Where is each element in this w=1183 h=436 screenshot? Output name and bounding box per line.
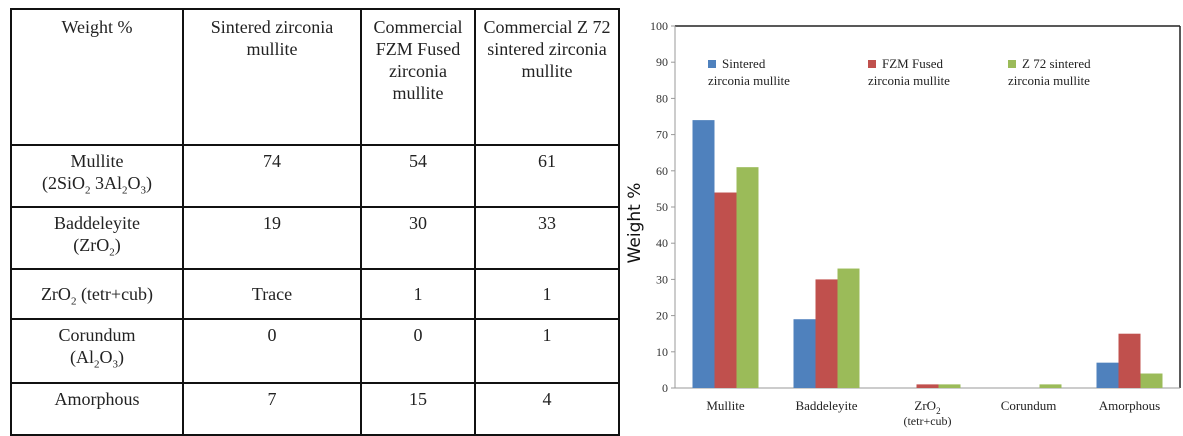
- row-phase-cell: Mullite (2SiO2 3Al2O3): [10, 144, 184, 208]
- bar-2-2: [815, 279, 838, 388]
- phase-name: Corundum: [58, 325, 136, 345]
- y-tick-label: 0: [662, 381, 668, 395]
- legend-label-3: Z 72 sintered: [1022, 56, 1091, 71]
- x-tick-label: Baddeleyite: [795, 398, 857, 413]
- legend-swatch-2: [868, 60, 876, 68]
- phase-name: Mullite: [70, 151, 124, 171]
- legend-label-1-line2: zirconia mullite: [708, 73, 790, 88]
- value-cell: 1: [474, 268, 620, 320]
- value-cell: Trace: [182, 268, 362, 320]
- y-tick-label: 30: [656, 272, 668, 286]
- y-tick-label: 40: [656, 236, 668, 250]
- value-cell: 0: [360, 318, 476, 384]
- bar-2-3: [916, 384, 939, 388]
- table-row: Corundum (Al2O3) 0 0 1: [10, 318, 620, 384]
- value-cell: 74: [182, 144, 362, 208]
- table-header-row: Weight % Sintered zirconia mullite Comme…: [10, 8, 620, 146]
- legend-label-2-line2: zirconia mullite: [868, 73, 950, 88]
- y-tick-label: 10: [656, 345, 668, 359]
- row-phase-cell: Amorphous: [10, 382, 184, 436]
- legend-label-2: FZM Fused: [882, 56, 944, 71]
- bar-1-2: [793, 319, 816, 388]
- weight-percent-bar-chart: 0 10 20 30 40 50 60 70 80 90 100 Weight % Sintered z…: [625, 19, 1181, 428]
- header-fzm: Commercial FZM Fused zirconia mullite: [360, 8, 476, 146]
- value-cell: 4: [474, 382, 620, 436]
- row-phase-cell: ZrO2 (tetr+cub): [10, 268, 184, 320]
- value-cell: 1: [474, 318, 620, 384]
- bar-2-5: [1118, 333, 1141, 388]
- value-cell: 19: [182, 206, 362, 270]
- bar-3-4: [1039, 384, 1062, 388]
- bar-3-2: [837, 268, 860, 388]
- y-axis-label: Weight %: [625, 183, 645, 264]
- y-tick-label: 70: [656, 128, 668, 142]
- value-cell: 0: [182, 318, 362, 384]
- y-tick-label: 60: [656, 164, 668, 178]
- y-tick-label: 100: [650, 19, 668, 33]
- value-cell: 1: [360, 268, 476, 320]
- x-tick-label-main: ZrO: [914, 398, 936, 413]
- x-tick-label: ZrO2: [914, 398, 940, 416]
- header-weight-percent: Weight %: [10, 8, 184, 146]
- legend-label-1: Sintered: [722, 56, 766, 71]
- value-cell: 7: [182, 382, 362, 436]
- row-phase-cell: Corundum (Al2O3): [10, 318, 184, 384]
- phase-formula: (2SiO2 3Al2O3): [41, 173, 152, 197]
- x-tick-label: Mullite: [706, 398, 745, 413]
- bar-3-1: [736, 167, 759, 388]
- value-cell: 54: [360, 144, 476, 208]
- legend-swatch-1: [708, 60, 716, 68]
- x-tick-label: Amorphous: [1099, 398, 1160, 413]
- legend-swatch-3: [1008, 60, 1016, 68]
- phase-name: Baddeleyite: [54, 213, 140, 233]
- table-row: Mullite (2SiO2 3Al2O3) 74 54 61: [10, 144, 620, 208]
- value-cell: 61: [474, 144, 620, 208]
- y-tick-label: 90: [656, 55, 668, 69]
- y-tick-label: 80: [656, 91, 668, 105]
- composition-table: Weight % Sintered zirconia mullite Comme…: [10, 8, 620, 436]
- bar-3-5: [1140, 373, 1163, 388]
- y-tick-label: 20: [656, 309, 668, 323]
- bar-2-1: [714, 192, 737, 388]
- bar-1-1: [692, 120, 715, 389]
- bar-3-3: [938, 384, 961, 388]
- table-row: Baddeleyite (ZrO2) 19 30 33: [10, 206, 620, 270]
- header-sintered: Sintered zirconia mullite: [182, 8, 362, 146]
- value-cell: 30: [360, 206, 476, 270]
- table-row: ZrO2 (tetr+cub) Trace 1 1: [10, 268, 620, 320]
- y-tick-label: 50: [656, 200, 668, 214]
- x-tick-label-subscript: 2: [936, 406, 941, 416]
- value-cell: 33: [474, 206, 620, 270]
- legend-label-3-line2: zirconia mullite: [1008, 73, 1090, 88]
- x-tick-label-line2: (tetr+cub): [903, 414, 951, 428]
- bar-1-5: [1096, 362, 1119, 388]
- composition-table-container: Weight % Sintered zirconia mullite Comme…: [10, 8, 620, 436]
- header-z72: Commercial Z 72 sintered zirconia mullit…: [474, 8, 620, 146]
- phase-formula: (ZrO2): [73, 235, 121, 259]
- phase-formula: (Al2O3): [70, 347, 124, 371]
- table-row: Amorphous 7 15 4: [10, 382, 620, 436]
- row-phase-cell: Baddeleyite (ZrO2): [10, 206, 184, 270]
- x-tick-label: Corundum: [1001, 398, 1057, 413]
- value-cell: 15: [360, 382, 476, 436]
